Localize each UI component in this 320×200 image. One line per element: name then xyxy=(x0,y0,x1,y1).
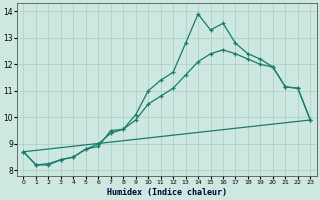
X-axis label: Humidex (Indice chaleur): Humidex (Indice chaleur) xyxy=(107,188,227,197)
